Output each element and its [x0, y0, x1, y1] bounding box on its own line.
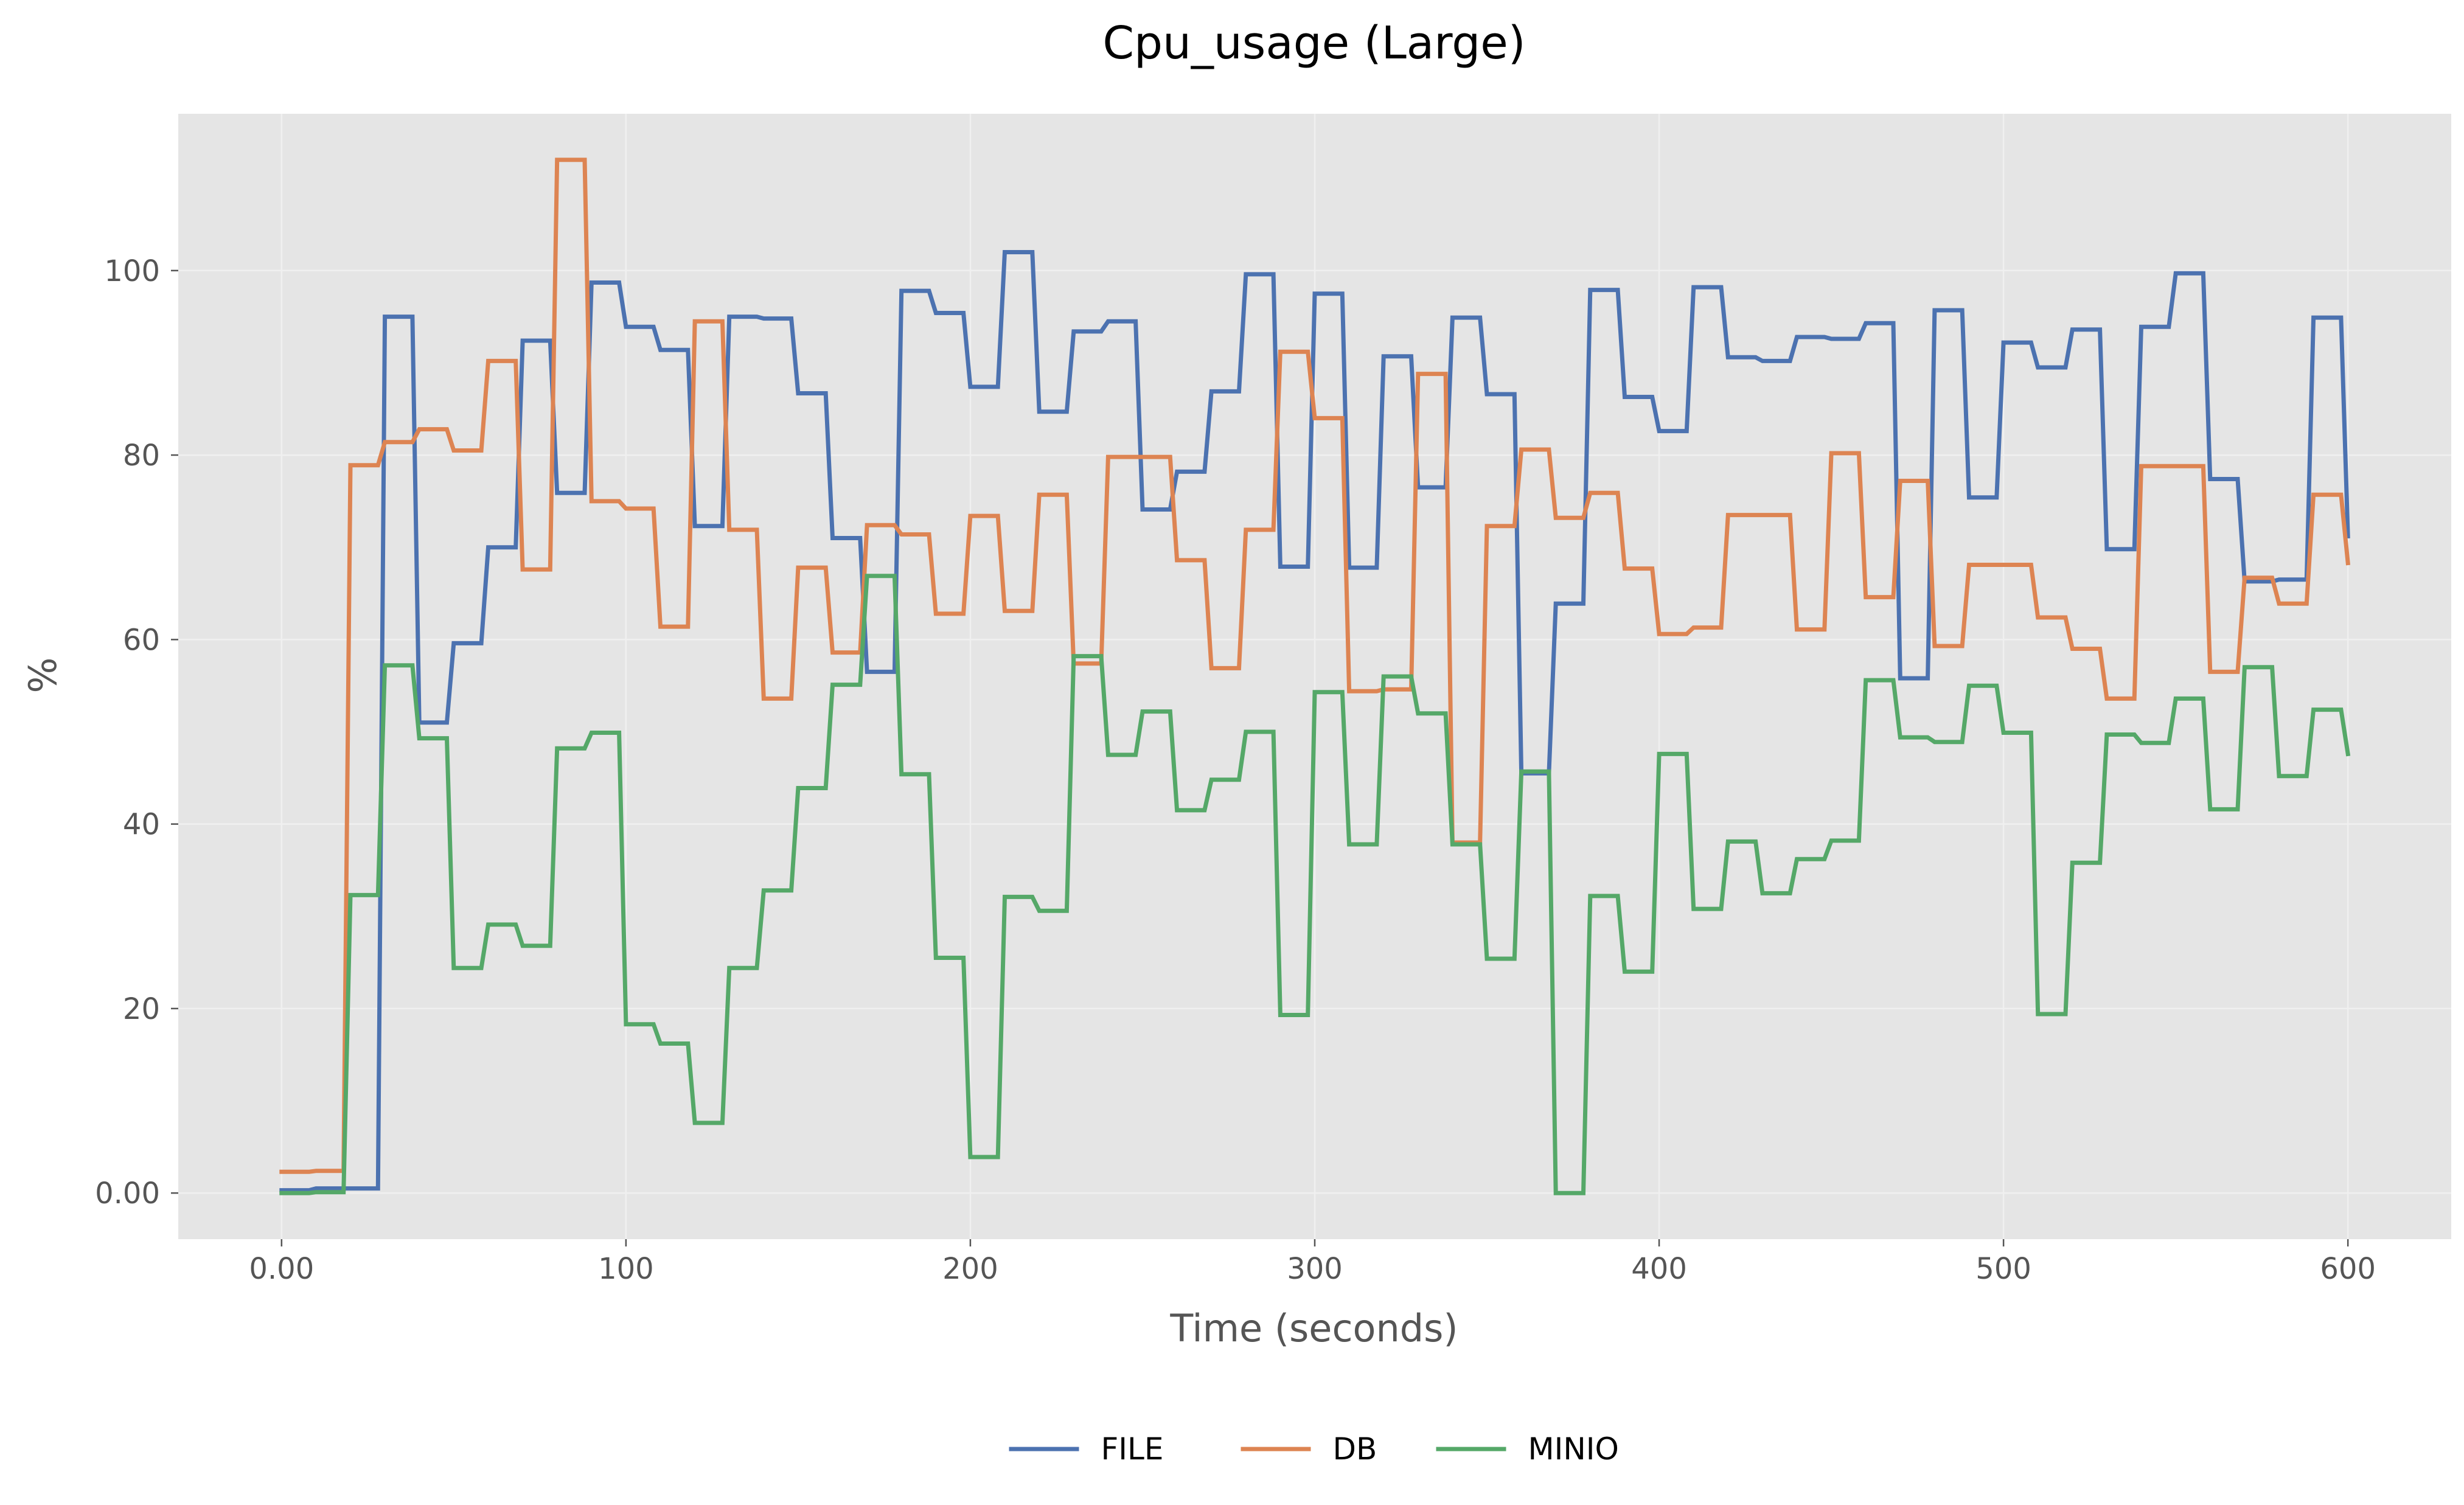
x-tick-label: 500 — [1975, 1252, 2031, 1286]
x-tick-label: 0.00 — [249, 1252, 314, 1286]
legend-item-db: DB — [1241, 1431, 1377, 1467]
y-axis-label: % — [21, 658, 65, 693]
legend-item-minio: MINIO — [1436, 1431, 1619, 1467]
x-tick-label: 400 — [1631, 1252, 1687, 1286]
x-tick-label: 200 — [942, 1252, 998, 1286]
y-tick-label: 100 — [104, 254, 160, 288]
legend-item-file: FILE — [1009, 1431, 1164, 1467]
legend-label: FILE — [1101, 1431, 1164, 1467]
y-tick-label: 20 — [123, 992, 160, 1026]
x-axis-label: Time (seconds) — [1169, 1306, 1458, 1350]
legend-label: DB — [1333, 1431, 1377, 1467]
chart-title: Cpu_usage (Large) — [1102, 17, 1525, 69]
series-line-db — [279, 158, 2351, 1174]
y-axis-ticks: 0.00 20 40 60 80 100 — [95, 254, 178, 1211]
x-tick-label: 600 — [2320, 1252, 2376, 1286]
series-line-file — [279, 250, 2350, 1193]
legend-label: MINIO — [1528, 1431, 1619, 1467]
y-tick-label: 0.00 — [95, 1177, 160, 1211]
legend: FILE DB MINIO — [1009, 1431, 1619, 1467]
y-tick-label: 80 — [123, 439, 160, 473]
x-tick-label: 300 — [1287, 1252, 1343, 1286]
series-lines — [279, 158, 2351, 1195]
y-tick-label: 40 — [123, 808, 160, 842]
x-tick-label: 100 — [598, 1252, 654, 1286]
y-tick-label: 60 — [123, 623, 160, 657]
x-axis-ticks: 0.00 100 200 300 400 500 600 — [249, 1239, 2376, 1286]
series-line-minio — [279, 574, 2351, 1195]
